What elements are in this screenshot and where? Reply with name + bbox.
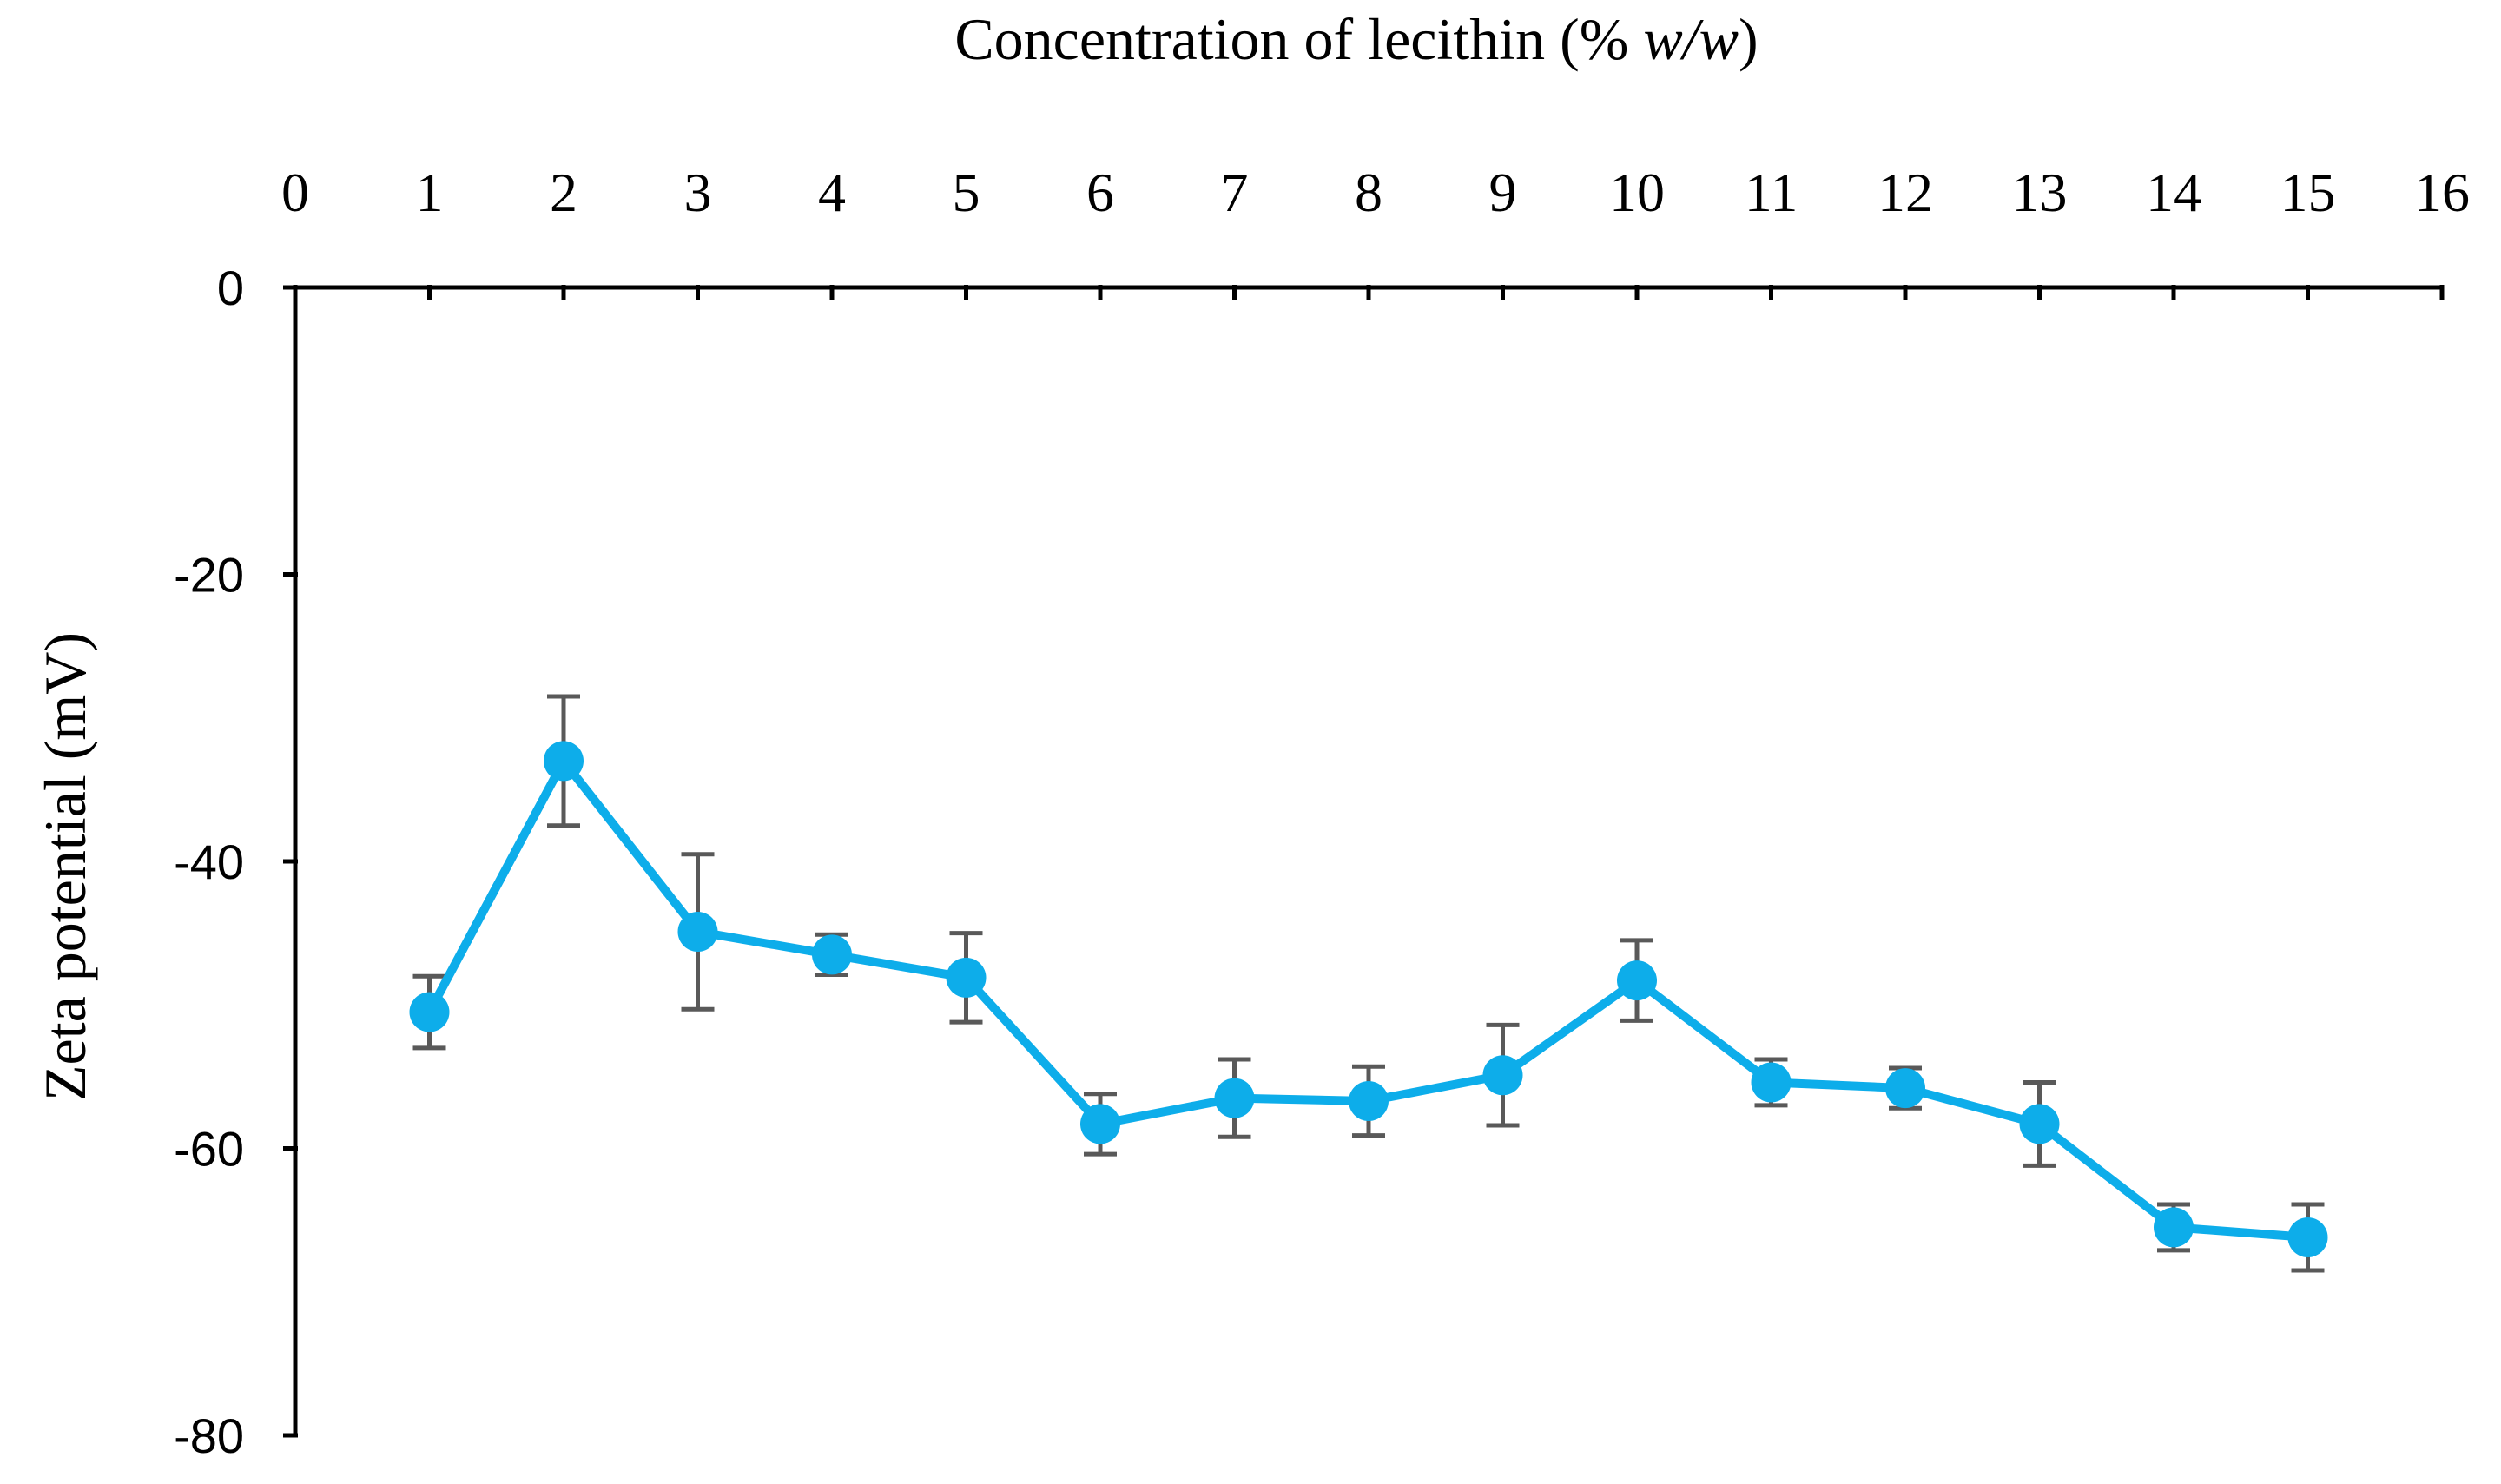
series-layer — [409, 741, 2328, 1257]
x-axis-title-italic: w/w — [1643, 6, 1739, 72]
x-tick-label: 15 — [2280, 162, 2336, 223]
y-tick-label: -40 — [174, 834, 244, 889]
x-tick-label: 8 — [1355, 162, 1382, 223]
x-tick-label: 13 — [2012, 162, 2068, 223]
data-point — [1214, 1078, 1255, 1118]
data-point — [1885, 1068, 1925, 1109]
data-point — [946, 957, 987, 998]
x-tick-label: 3 — [684, 162, 712, 223]
x-axis-title: Concentration of lecithin (% w/w) — [954, 6, 1758, 72]
data-point — [1080, 1104, 1120, 1144]
x-tick-label: 5 — [953, 162, 980, 223]
x-tick-label: 2 — [550, 162, 577, 223]
data-point — [1617, 960, 1657, 1001]
x-tick-label: 16 — [2414, 162, 2470, 223]
data-point — [677, 911, 718, 952]
axes-layer: 0 1 2 3 4 5 6 7 8 9 10 11 12 13 14 15 160-20-40-60-80 — [174, 162, 2470, 1463]
x-tick-label: 7 — [1221, 162, 1249, 223]
y-tick-label: 0 — [217, 261, 244, 315]
data-point — [1482, 1055, 1523, 1096]
data-point — [409, 992, 450, 1032]
x-axis-title-suffix: ) — [1739, 6, 1759, 72]
x-tick-label: 11 — [1745, 162, 1798, 223]
x-axis-title-main: Concentration of lecithin (% — [954, 6, 1643, 72]
data-point — [544, 741, 584, 782]
x-tick-label: 4 — [818, 162, 846, 223]
data-point — [1349, 1080, 1389, 1121]
data-point — [2019, 1104, 2060, 1144]
data-point — [812, 934, 852, 975]
data-point — [1751, 1062, 1792, 1103]
data-point — [2287, 1217, 2328, 1257]
x-tick-label: 6 — [1086, 162, 1114, 223]
data-point — [2154, 1207, 2194, 1248]
y-tick-label: -80 — [174, 1408, 244, 1463]
y-tick-label: -20 — [174, 548, 244, 603]
x-tick-label: 0 — [281, 162, 309, 223]
y-tick-label: -60 — [174, 1122, 244, 1177]
x-tick-label: 1 — [416, 162, 444, 223]
y-axis-title: Zeta potential (mV) — [32, 632, 98, 1101]
x-tick-label: 14 — [2146, 162, 2201, 223]
x-tick-label: 9 — [1489, 162, 1517, 223]
error-bars-layer — [412, 694, 2325, 1273]
labels-layer: Concentration of lecithin (% w/w) Zeta p… — [32, 6, 1759, 1101]
x-tick-label: 10 — [1609, 162, 1665, 223]
x-tick-label: 12 — [1877, 162, 1933, 223]
